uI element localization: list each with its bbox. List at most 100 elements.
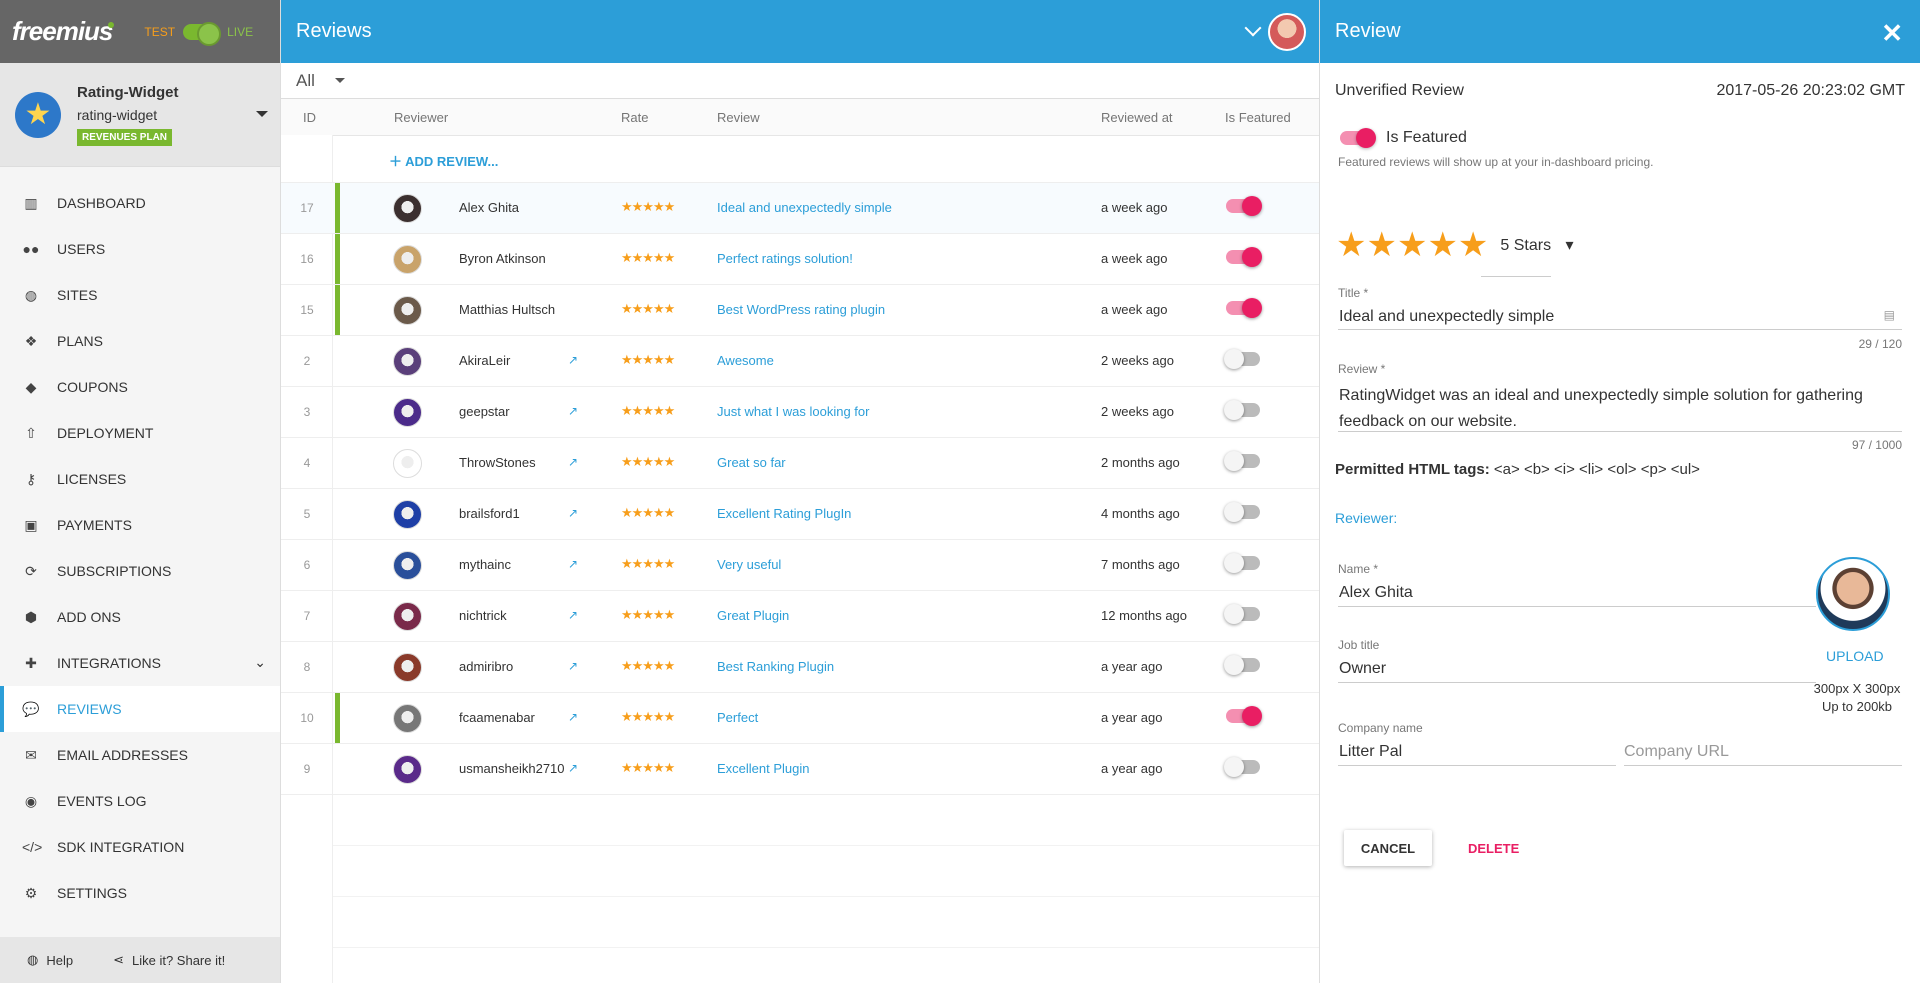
chevron-down-icon[interactable]: ⌄ <box>254 654 266 670</box>
caret-down-icon[interactable] <box>256 111 268 117</box>
help-link[interactable]: ◍ Help <box>27 952 73 968</box>
reviewer-name[interactable]: Matthias Hultsch <box>459 302 556 317</box>
external-link-icon[interactable]: ↗ <box>568 608 579 622</box>
review-title-link[interactable]: Great so far <box>717 455 786 470</box>
close-icon[interactable]: ✕ <box>1881 18 1903 48</box>
external-link-icon[interactable]: ↗ <box>568 557 579 571</box>
delete-button[interactable]: DELETE <box>1468 841 1520 856</box>
featured-toggle[interactable] <box>1226 706 1262 726</box>
reviewer-name[interactable]: brailsford1 <box>459 506 520 521</box>
featured-toggle[interactable] <box>1224 349 1260 369</box>
table-row[interactable]: 5 brailsford1 ↗ ★★★★★ Excellent Rating PlugI… <box>281 489 1319 540</box>
reviewer-avatar[interactable] <box>1816 557 1890 631</box>
review-title-link[interactable]: Very useful <box>717 557 782 572</box>
table-row[interactable]: 15 Matthias Hultsch ★★★★★ Best WordPress ra… <box>281 285 1319 336</box>
sidebar-item-integrations[interactable]: ✚ INTEGRATIONS ⌄ <box>0 640 280 686</box>
reviewer-name[interactable]: Byron Atkinson <box>459 251 546 266</box>
review-title-link[interactable]: Perfect <box>717 710 759 725</box>
reviewer-name[interactable]: admiribro <box>459 659 514 674</box>
reviewer-name[interactable]: usmansheikh2710 <box>459 761 565 776</box>
reviewer-name[interactable]: nichtrick <box>459 608 507 623</box>
reviewer-name[interactable]: mythainc <box>459 557 512 572</box>
sidebar-item-events-log[interactable]: ◉ EVENTS LOG <box>0 778 280 824</box>
table-row[interactable]: 6 mythainc ↗ ★★★★★ Very useful 7 months ago <box>281 540 1319 591</box>
featured-toggle[interactable] <box>1224 553 1260 573</box>
external-link-icon[interactable]: ↗ <box>568 710 579 724</box>
featured-toggle[interactable] <box>1224 400 1260 420</box>
freemius-logo[interactable]: freemius <box>12 16 115 47</box>
sidebar-item-coupons[interactable]: ◆ COUPONS <box>0 364 280 410</box>
external-link-icon[interactable]: ↗ <box>568 404 579 418</box>
reviewer-name[interactable]: fcaamenabar <box>459 710 535 725</box>
rating-select[interactable]: 5 Stars ▾ <box>1500 235 1573 255</box>
add-review-button[interactable]: ＋ ADD REVIEW... <box>389 151 498 170</box>
sidebar-item-licenses[interactable]: ⚷ LICENSES <box>0 456 280 502</box>
review-title-link[interactable]: Perfect ratings solution! <box>717 251 853 266</box>
product-selector[interactable]: ★ Rating-Widget rating-widget REVENUES P… <box>0 63 280 167</box>
reviewer-name[interactable]: AkiraLeir <box>459 353 511 368</box>
job-input[interactable]: Owner <box>1339 660 1387 677</box>
review-title-link[interactable]: Best Ranking Plugin <box>717 659 835 674</box>
featured-toggle[interactable] <box>1340 128 1376 148</box>
filter-select[interactable]: All <box>281 63 1319 99</box>
sidebar-item-reviews[interactable]: 💬 REVIEWS <box>0 686 280 732</box>
table-row[interactable]: 8 admiribro ↗ ★★★★★ Best Ranking Plugin a yea… <box>281 642 1319 693</box>
external-link-icon[interactable]: ↗ <box>568 761 579 775</box>
external-link-icon[interactable]: ↗ <box>568 506 579 520</box>
column-rate[interactable]: Rate <box>621 110 649 125</box>
name-input[interactable]: Alex Ghita <box>1339 584 1413 601</box>
sidebar-item-sites[interactable]: ◍ SITES <box>0 272 280 318</box>
review-title-link[interactable]: Just what I was looking for <box>717 404 870 419</box>
review-title-link[interactable]: Ideal and unexpectedly simple <box>717 200 892 215</box>
review-title-link[interactable]: Excellent Plugin <box>717 761 810 776</box>
sidebar-item-subscriptions[interactable]: ⟳ SUBSCRIPTIONS <box>0 548 280 594</box>
table-row[interactable]: 16 Byron Atkinson ★★★★★ Perfect ratings sol… <box>281 234 1319 285</box>
user-avatar[interactable] <box>1268 13 1306 51</box>
sidebar-item-add-ons[interactable]: ⬢ ADD ONS <box>0 594 280 640</box>
title-input[interactable]: Ideal and unexpectedly simple <box>1339 308 1555 325</box>
cancel-button[interactable]: CANCEL <box>1344 830 1432 866</box>
table-row[interactable]: 3 geepstar ↗ ★★★★★ Just what I was looking f… <box>281 387 1319 438</box>
featured-toggle[interactable] <box>1224 604 1260 624</box>
sidebar-item-users[interactable]: ●● USERS <box>0 226 280 272</box>
external-link-icon[interactable]: ↗ <box>568 353 579 367</box>
featured-toggle[interactable] <box>1224 655 1260 675</box>
sidebar-item-deployment[interactable]: ⇧ DEPLOYMENT <box>0 410 280 456</box>
review-textarea[interactable]: RatingWidget was an ideal and unexpected… <box>1339 387 1863 430</box>
review-title-link[interactable]: Best WordPress rating plugin <box>717 302 886 317</box>
external-link-icon[interactable]: ↗ <box>568 659 579 673</box>
reviewer-name[interactable]: ThrowStones <box>459 455 536 470</box>
sidebar-item-dashboard[interactable]: ▥ DASHBOARD <box>0 180 280 226</box>
column-is-featured[interactable]: Is Featured <box>1225 110 1291 125</box>
column-review[interactable]: Review <box>717 110 760 125</box>
upload-button[interactable]: UPLOAD <box>1826 648 1884 664</box>
table-row[interactable]: 10 fcaamenabar ↗ ★★★★★ Perfect a year ago <box>281 693 1319 744</box>
table-row[interactable]: 9 usmansheikh2710 ↗ ★★★★★ Excellent Plugin a … <box>281 744 1319 795</box>
featured-toggle[interactable] <box>1224 451 1260 471</box>
column-reviewed-at[interactable]: Reviewed at <box>1101 110 1173 125</box>
review-title-link[interactable]: Awesome <box>717 353 774 368</box>
featured-toggle[interactable] <box>1224 502 1260 522</box>
sidebar-item-email-addresses[interactable]: ✉ EMAIL ADDRESSES <box>0 732 280 778</box>
review-title-link[interactable]: Excellent Rating PlugIn <box>717 506 852 521</box>
external-link-icon[interactable]: ↗ <box>568 455 579 469</box>
featured-toggle[interactable] <box>1226 196 1262 216</box>
table-row[interactable]: 17 Alex Ghita ★★★★★ Ideal and unexpectedly … <box>281 183 1319 234</box>
share-link[interactable]: ⋖ Like it? Share it! <box>113 952 225 968</box>
table-row[interactable]: 4 ThrowStones ↗ ★★★★★ Great so far 2 months a… <box>281 438 1319 489</box>
reviewer-name[interactable]: Alex Ghita <box>459 200 519 215</box>
table-row[interactable]: 2 AkiraLeir ↗ ★★★★★ Awesome 2 weeks ago <box>281 336 1319 387</box>
column-id[interactable]: ID <box>303 110 316 125</box>
company-input[interactable]: Litter Pal <box>1339 743 1403 760</box>
sidebar-item-settings[interactable]: ⚙ SETTINGS <box>0 870 280 916</box>
column-reviewer[interactable]: Reviewer <box>394 110 449 125</box>
sidebar-item-payments[interactable]: ▣ PAYMENTS <box>0 502 280 548</box>
company-url-input[interactable]: Company URL <box>1624 743 1729 760</box>
sidebar-item-plans[interactable]: ❖ PLANS <box>0 318 280 364</box>
table-row[interactable]: 7 nichtrick ↗ ★★★★★ Great Plugin 12 months ag… <box>281 591 1319 642</box>
sidebar-item-sdk-integration[interactable]: </> SDK INTEGRATION <box>0 824 280 870</box>
rating-stars[interactable]: ★★★★★ <box>1336 226 1489 264</box>
chevron-down-icon[interactable] <box>1244 19 1262 37</box>
featured-toggle[interactable] <box>1226 298 1262 318</box>
reviewer-name[interactable]: geepstar <box>459 404 510 419</box>
